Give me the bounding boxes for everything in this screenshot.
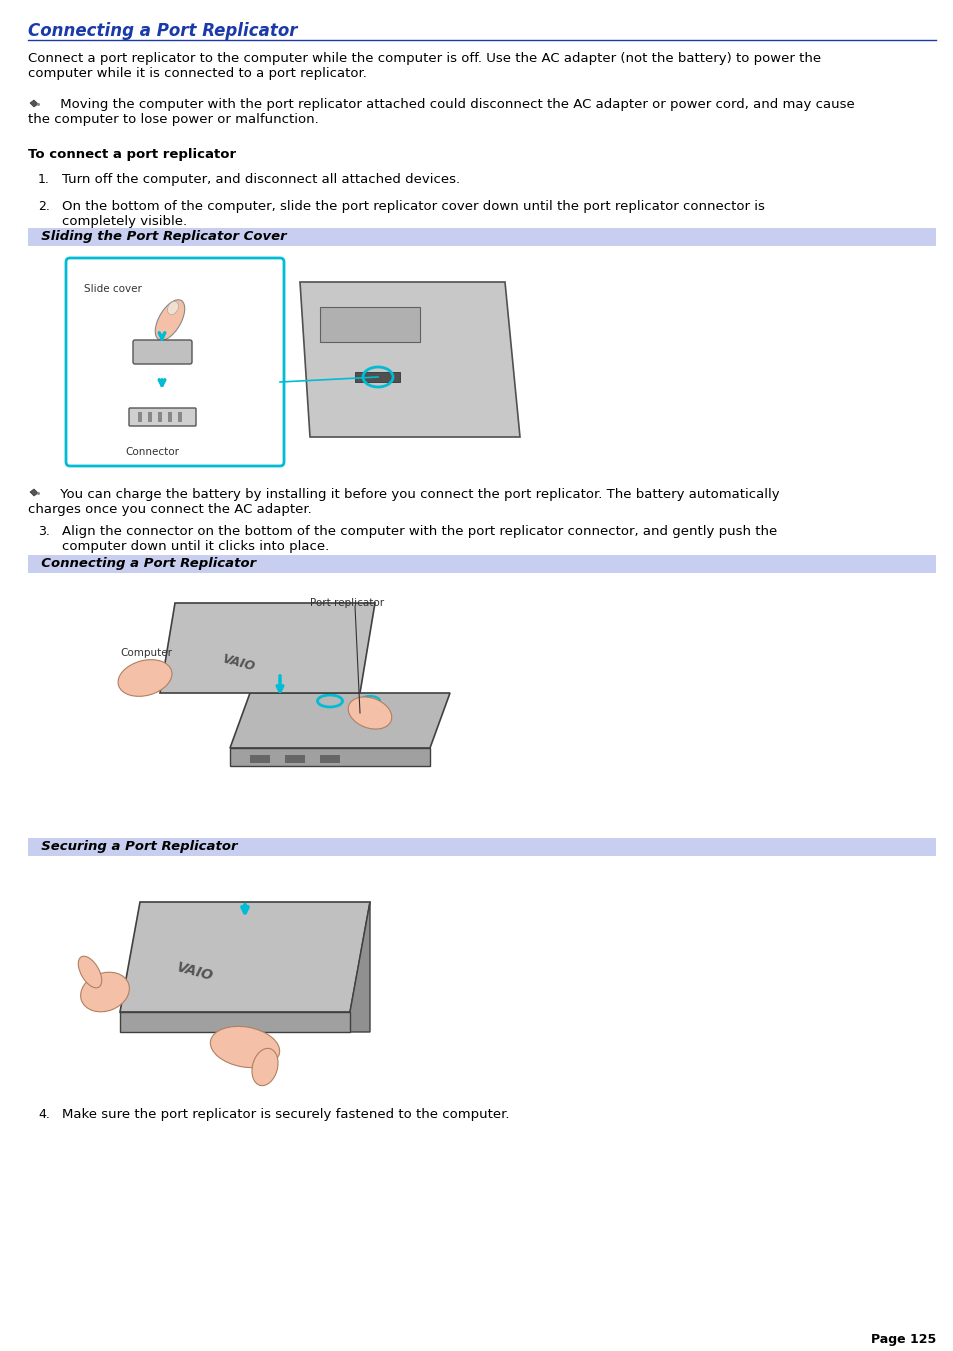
Text: Turn off the computer, and disconnect all attached devices.: Turn off the computer, and disconnect al… (62, 173, 459, 186)
Text: computer down until it clicks into place.: computer down until it clicks into place… (62, 540, 329, 553)
Text: charges once you connect the AC adapter.: charges once you connect the AC adapter. (28, 503, 312, 516)
Text: Connecting a Port Replicator: Connecting a Port Replicator (32, 557, 255, 570)
Text: 3.: 3. (38, 526, 50, 538)
Text: Sliding the Port Replicator Cover: Sliding the Port Replicator Cover (32, 230, 286, 243)
Text: Securing a Port Replicator: Securing a Port Replicator (32, 840, 237, 852)
Text: 1.: 1. (38, 173, 50, 186)
Text: Moving the computer with the port replicator attached could disconnect the AC ad: Moving the computer with the port replic… (56, 99, 854, 111)
Polygon shape (299, 282, 519, 436)
Text: On the bottom of the computer, slide the port replicator cover down until the po: On the bottom of the computer, slide the… (62, 200, 764, 213)
Polygon shape (30, 489, 38, 496)
Ellipse shape (81, 973, 130, 1012)
Text: VAIO: VAIO (220, 653, 255, 674)
Text: Computer: Computer (120, 648, 172, 658)
Bar (148, 412, 152, 422)
Text: Align the connector on the bottom of the computer with the port replicator conne: Align the connector on the bottom of the… (62, 526, 777, 538)
Ellipse shape (118, 659, 172, 696)
Ellipse shape (252, 1048, 277, 1086)
Text: 4.: 4. (38, 1108, 50, 1121)
Polygon shape (30, 100, 38, 107)
Text: To connect a port replicator: To connect a port replicator (28, 149, 236, 161)
Bar (250, 755, 270, 763)
Ellipse shape (78, 957, 102, 988)
Bar (28, 555, 935, 573)
Bar (319, 307, 419, 342)
Text: computer while it is connected to a port replicator.: computer while it is connected to a port… (28, 68, 367, 80)
Text: Slide cover: Slide cover (84, 284, 142, 295)
Ellipse shape (37, 103, 40, 105)
Text: 2.: 2. (38, 200, 50, 213)
FancyBboxPatch shape (132, 340, 192, 363)
Ellipse shape (168, 301, 178, 315)
Text: Connect a port replicator to the computer while the computer is off. Use the AC : Connect a port replicator to the compute… (28, 51, 821, 65)
Bar (138, 412, 142, 422)
Polygon shape (160, 603, 375, 693)
Bar (28, 838, 935, 857)
Text: VAIO: VAIO (174, 961, 214, 984)
FancyBboxPatch shape (129, 408, 195, 426)
Bar (178, 412, 182, 422)
Polygon shape (350, 902, 370, 1032)
Text: completely visible.: completely visible. (62, 215, 187, 228)
Bar (355, 372, 399, 382)
Bar (28, 228, 935, 246)
Ellipse shape (348, 697, 392, 730)
Polygon shape (230, 748, 430, 766)
Polygon shape (230, 693, 450, 748)
Text: the computer to lose power or malfunction.: the computer to lose power or malfunctio… (28, 113, 318, 126)
Text: Connecting a Port Replicator: Connecting a Port Replicator (28, 22, 297, 41)
Ellipse shape (211, 1027, 279, 1067)
Text: Page 125: Page 125 (870, 1333, 935, 1346)
Ellipse shape (37, 492, 40, 494)
Bar (285, 755, 305, 763)
Bar (158, 412, 162, 422)
Text: Port replicator: Port replicator (310, 598, 384, 608)
Polygon shape (120, 902, 370, 1012)
Bar (319, 755, 339, 763)
Bar (168, 412, 172, 422)
Text: Make sure the port replicator is securely fastened to the computer.: Make sure the port replicator is securel… (62, 1108, 509, 1121)
Polygon shape (120, 1012, 350, 1032)
Text: You can charge the battery by installing it before you connect the port replicat: You can charge the battery by installing… (56, 488, 779, 501)
Ellipse shape (155, 300, 185, 340)
Text: Connector: Connector (125, 447, 179, 457)
FancyBboxPatch shape (66, 258, 284, 466)
